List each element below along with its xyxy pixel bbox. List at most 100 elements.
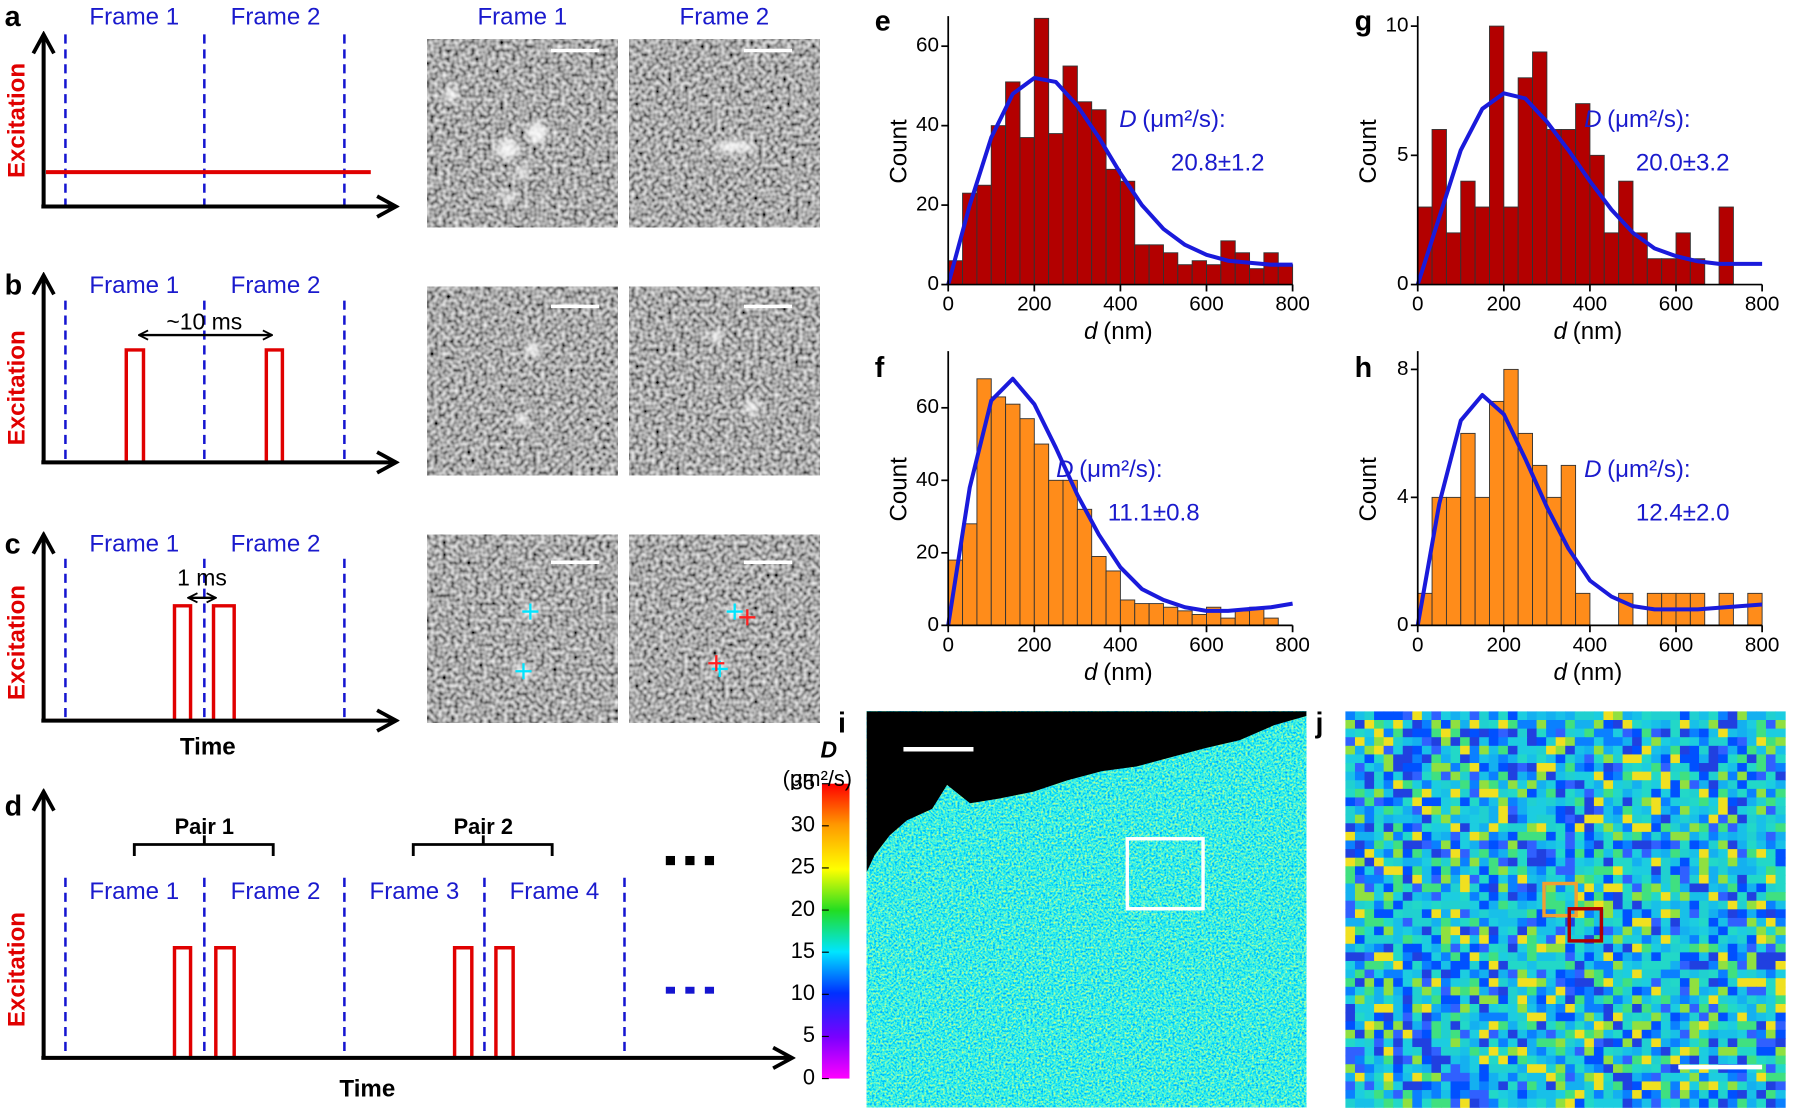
heatmap-cell — [1507, 814, 1519, 824]
heatmap-cell — [1679, 763, 1691, 773]
heatmap-cell — [1431, 1064, 1442, 1074]
y-label: Count — [1355, 119, 1382, 184]
heatmap-cell — [1488, 1064, 1499, 1074]
heatmap-cell — [1431, 720, 1442, 730]
heatmap-cell — [1469, 857, 1480, 867]
heatmap-cell — [1584, 874, 1595, 885]
heatmap-cell — [1450, 780, 1461, 790]
heatmap-cell — [1498, 1021, 1509, 1031]
heatmap-cell — [1775, 952, 1786, 962]
heatmap-cell — [1460, 909, 1471, 919]
heatmap-cell — [1393, 1012, 1404, 1022]
heatmap-cell — [1603, 892, 1614, 902]
heatmap-cell — [1746, 1021, 1757, 1031]
heatmap-cell — [1469, 960, 1480, 971]
heatmap-cell — [1479, 1003, 1490, 1014]
heatmap-cell — [1651, 1029, 1662, 1039]
heatmap-cell — [1689, 1012, 1700, 1022]
heatmap-cell — [1632, 978, 1643, 988]
heatmap-cell — [1651, 763, 1662, 773]
heatmap-cell — [1546, 806, 1557, 816]
heatmap-cell — [1708, 831, 1719, 842]
heatmap-cell — [1746, 771, 1757, 781]
heatmap-cell — [1383, 926, 1394, 936]
bar — [1503, 206, 1519, 286]
heatmap-cell — [1460, 840, 1471, 850]
heatmap-cell — [1345, 1098, 1356, 1108]
heatmap-cell — [1383, 1012, 1394, 1022]
heatmap-cell — [1651, 1012, 1662, 1022]
heatmap-cell — [1727, 771, 1738, 781]
heatmap-cell — [1746, 814, 1757, 824]
heatmap-cell — [1718, 720, 1729, 730]
heatmap-cell — [1679, 935, 1691, 945]
heatmap-cell — [1555, 935, 1566, 945]
heatmap-cell — [1488, 917, 1499, 928]
heatmap-cell — [1765, 763, 1777, 773]
heatmap-cell — [1699, 728, 1710, 738]
heatmap-cell — [1469, 745, 1480, 756]
heatmap-cell — [1450, 969, 1461, 979]
bar — [1048, 133, 1064, 286]
heatmap-cell — [1756, 1021, 1767, 1031]
heatmap-cell — [1718, 952, 1729, 962]
heatmap-cell — [1393, 1038, 1404, 1048]
heatmap-cell — [1431, 788, 1442, 799]
heatmap-cell — [1622, 711, 1633, 721]
heatmap-cell — [1689, 737, 1700, 747]
heatmap-cell — [1641, 840, 1652, 850]
heatmap-cell — [1460, 1029, 1471, 1039]
heatmap-cell — [1737, 857, 1748, 867]
heatmap-cell — [1345, 1021, 1356, 1031]
heatmap-cell — [1469, 728, 1480, 738]
heatmap-cell — [1498, 831, 1509, 842]
heatmap-cell — [1765, 823, 1777, 833]
heatmap-cell — [1574, 866, 1585, 876]
bar — [1148, 603, 1164, 626]
heatmap-cell — [1364, 797, 1375, 807]
heatmap-cell — [1555, 1003, 1566, 1014]
heatmap-cell — [1460, 1081, 1471, 1091]
heatmap-cell — [1670, 763, 1681, 773]
heatmap-cell — [1527, 917, 1538, 928]
heatmap-cell — [1718, 892, 1729, 902]
heatmap-cell — [1699, 943, 1710, 953]
heatmap-cell — [1345, 909, 1356, 919]
heatmap-cell — [1402, 720, 1413, 730]
heatmap-cell — [1737, 797, 1748, 807]
heatmap-cell — [1536, 969, 1547, 979]
heatmap-cell — [1431, 1081, 1442, 1091]
heatmap-cell — [1651, 866, 1662, 876]
heatmap-cell — [1536, 711, 1547, 721]
heatmap-cell — [1421, 1029, 1433, 1039]
heatmap-cell — [1507, 737, 1519, 747]
colorbar-unit: (μm²/s) — [783, 766, 852, 791]
heatmap-cell — [1517, 806, 1528, 816]
heatmap-cell — [1584, 720, 1595, 730]
heatmap-cell — [1574, 763, 1585, 773]
heatmap-cell — [1402, 780, 1413, 790]
heatmap-cell — [1765, 1072, 1777, 1083]
heatmap-cell — [1421, 728, 1433, 738]
heatmap-cell — [1699, 883, 1710, 893]
heatmap-cell — [1450, 917, 1461, 928]
heatmap-cell — [1345, 960, 1356, 971]
heatmap-cell — [1393, 797, 1404, 807]
x-tick-label: 0 — [942, 633, 953, 656]
heatmap-cell — [1402, 874, 1413, 885]
heatmap-cell — [1469, 823, 1480, 833]
heatmap-cell — [1679, 771, 1691, 781]
heatmap-cell — [1708, 840, 1719, 850]
heatmap-cell — [1364, 780, 1375, 790]
heatmap-cell — [1440, 892, 1452, 902]
heatmap-cell — [1689, 1021, 1700, 1031]
heatmap-cell — [1641, 952, 1652, 962]
heatmap-cell — [1555, 745, 1566, 756]
heatmap-cell — [1393, 823, 1404, 833]
heatmap-cell — [1460, 788, 1471, 799]
heatmap-cell — [1479, 1064, 1490, 1074]
timing-c: 1 ms Frame 1 Frame 2 Time Excitation — [4, 530, 396, 760]
heatmap-cell — [1632, 857, 1643, 867]
heatmap-cell — [1498, 754, 1509, 764]
frame-label: Frame 1 — [89, 4, 179, 31]
